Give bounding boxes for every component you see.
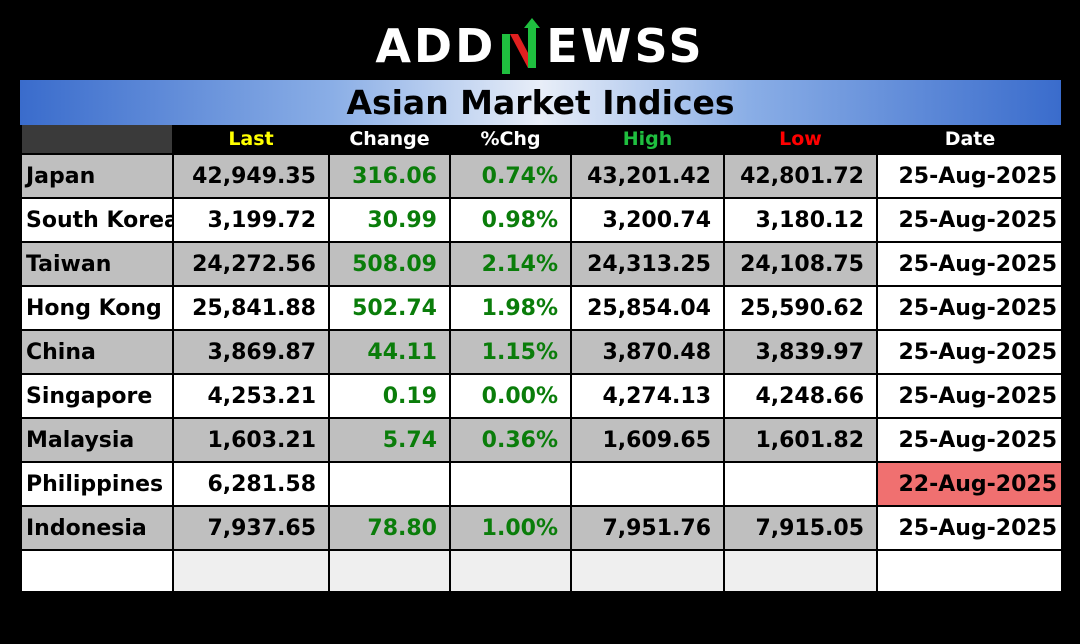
empty-cell bbox=[876, 549, 1063, 593]
empty-cell bbox=[328, 549, 451, 593]
high-value: 7,951.76 bbox=[570, 505, 725, 551]
pct-change-value: 1.15% bbox=[449, 329, 572, 375]
index-name: South Korea bbox=[20, 197, 174, 243]
date-value: 25-Aug-2025 bbox=[876, 417, 1063, 463]
high-value: 3,200.74 bbox=[570, 197, 725, 243]
logo-text-left: ADD bbox=[375, 19, 497, 73]
high-value: 24,313.25 bbox=[570, 241, 725, 287]
table-row: Hong Kong 25,841.88 502.74 1.98% 25,854.… bbox=[20, 285, 1063, 331]
page-title: Asian Market Indices bbox=[346, 83, 735, 122]
high-value: 43,201.42 bbox=[570, 153, 725, 199]
high-value: 3,870.48 bbox=[570, 329, 725, 375]
header-last: Last bbox=[172, 125, 329, 154]
title-banner: Asian Market Indices bbox=[20, 80, 1061, 125]
low-value: 24,108.75 bbox=[723, 241, 878, 287]
index-name: Singapore bbox=[20, 373, 174, 419]
empty-cell bbox=[20, 549, 174, 593]
low-value: 3,180.12 bbox=[723, 197, 878, 243]
last-value: 24,272.56 bbox=[172, 241, 330, 287]
change-value: 508.09 bbox=[328, 241, 451, 287]
date-value: 25-Aug-2025 bbox=[876, 285, 1063, 331]
change-value: 44.11 bbox=[328, 329, 451, 375]
index-name: Taiwan bbox=[20, 241, 174, 287]
pct-change-value: 0.74% bbox=[449, 153, 572, 199]
high-value: 1,609.65 bbox=[570, 417, 725, 463]
empty-cell bbox=[449, 549, 572, 593]
date-value: 25-Aug-2025 bbox=[876, 505, 1063, 551]
low-value: 7,915.05 bbox=[723, 505, 878, 551]
market-indices-table: Last Change %Chg High Low Date Japan 42,… bbox=[20, 125, 1063, 593]
last-value: 1,603.21 bbox=[172, 417, 330, 463]
high-value bbox=[570, 461, 725, 507]
index-name: Indonesia bbox=[20, 505, 174, 551]
empty-table-row bbox=[20, 549, 1063, 593]
header-high: High bbox=[570, 125, 724, 154]
pct-change-value: 1.98% bbox=[449, 285, 572, 331]
empty-cell bbox=[723, 549, 878, 593]
pct-change-value: 0.36% bbox=[449, 417, 572, 463]
index-name: Japan bbox=[20, 153, 174, 199]
header-pct-change: %Chg bbox=[449, 125, 571, 154]
change-value: 30.99 bbox=[328, 197, 451, 243]
date-value: 25-Aug-2025 bbox=[876, 197, 1063, 243]
pct-change-value: 0.00% bbox=[449, 373, 572, 419]
change-value: 78.80 bbox=[328, 505, 451, 551]
last-value: 6,281.58 bbox=[172, 461, 330, 507]
low-value bbox=[723, 461, 878, 507]
date-value: 25-Aug-2025 bbox=[876, 329, 1063, 375]
table-row: Indonesia 7,937.65 78.80 1.00% 7,951.76 … bbox=[20, 505, 1063, 551]
pct-change-value: 0.98% bbox=[449, 197, 572, 243]
header-low: Low bbox=[723, 125, 877, 154]
index-name: Philippines bbox=[20, 461, 174, 507]
index-name: Hong Kong bbox=[20, 285, 174, 331]
index-name: China bbox=[20, 329, 174, 375]
last-value: 25,841.88 bbox=[172, 285, 330, 331]
high-value: 25,854.04 bbox=[570, 285, 725, 331]
low-value: 42,801.72 bbox=[723, 153, 878, 199]
logo-text-right: EWSS bbox=[546, 19, 705, 73]
pct-change-value: 1.00% bbox=[449, 505, 572, 551]
header-blank bbox=[20, 125, 173, 154]
table-row: Malaysia 1,603.21 5.74 0.36% 1,609.65 1,… bbox=[20, 417, 1063, 463]
header-change: Change bbox=[328, 125, 450, 154]
empty-cell bbox=[570, 549, 725, 593]
low-value: 4,248.66 bbox=[723, 373, 878, 419]
last-value: 4,253.21 bbox=[172, 373, 330, 419]
date-value-stale: 22-Aug-2025 bbox=[876, 461, 1063, 507]
table-row: South Korea 3,199.72 30.99 0.98% 3,200.7… bbox=[20, 197, 1063, 243]
last-value: 3,869.87 bbox=[172, 329, 330, 375]
low-value: 25,590.62 bbox=[723, 285, 878, 331]
table-row: Japan 42,949.35 316.06 0.74% 43,201.42 4… bbox=[20, 153, 1063, 199]
change-value: 502.74 bbox=[328, 285, 451, 331]
table-header-row: Last Change %Chg High Low Date bbox=[20, 125, 1062, 154]
last-value: 42,949.35 bbox=[172, 153, 330, 199]
date-value: 25-Aug-2025 bbox=[876, 153, 1063, 199]
low-value: 1,601.82 bbox=[723, 417, 878, 463]
table-row: Singapore 4,253.21 0.19 0.00% 4,274.13 4… bbox=[20, 373, 1063, 419]
date-value: 25-Aug-2025 bbox=[876, 373, 1063, 419]
last-value: 7,937.65 bbox=[172, 505, 330, 551]
low-value: 3,839.97 bbox=[723, 329, 878, 375]
table-row: China 3,869.87 44.11 1.15% 3,870.48 3,83… bbox=[20, 329, 1063, 375]
pct-change-value: 2.14% bbox=[449, 241, 572, 287]
table-row: Philippines 6,281.58 22-Aug-2025 bbox=[20, 461, 1063, 507]
change-value: 316.06 bbox=[328, 153, 451, 199]
change-value: 0.19 bbox=[328, 373, 451, 419]
logo-n-mark-icon bbox=[498, 18, 544, 78]
last-value: 3,199.72 bbox=[172, 197, 330, 243]
date-value: 25-Aug-2025 bbox=[876, 241, 1063, 287]
change-value bbox=[328, 461, 451, 507]
empty-cell bbox=[172, 549, 330, 593]
pct-change-value bbox=[449, 461, 572, 507]
header-date: Date bbox=[876, 125, 1062, 154]
addnewss-logo: ADD EWSS bbox=[0, 12, 1080, 80]
change-value: 5.74 bbox=[328, 417, 451, 463]
high-value: 4,274.13 bbox=[570, 373, 725, 419]
index-name: Malaysia bbox=[20, 417, 174, 463]
table-row: Taiwan 24,272.56 508.09 2.14% 24,313.25 … bbox=[20, 241, 1063, 287]
